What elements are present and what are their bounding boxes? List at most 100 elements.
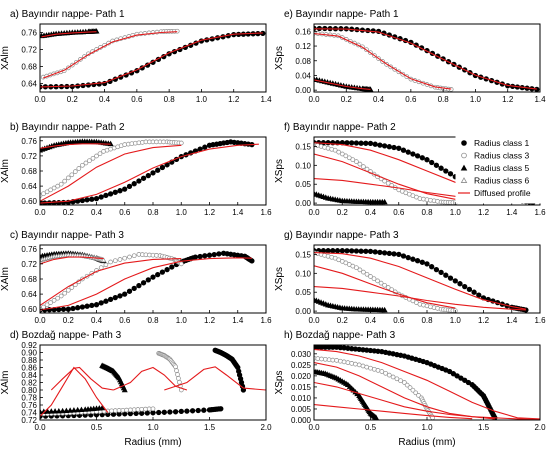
data-point [58, 181, 64, 187]
legend-label: Radius class 6 [474, 176, 530, 186]
data-point [174, 28, 180, 34]
x-tick-label: 1.4 [232, 316, 244, 325]
y-tick-label: 0.76 [21, 137, 37, 146]
data-point [103, 192, 109, 199]
data-point [361, 269, 366, 275]
diffused-profile-line [314, 79, 371, 90]
data-point [156, 409, 162, 416]
data-point [127, 254, 132, 260]
data-point [167, 409, 173, 415]
data-point [407, 385, 413, 390]
data-point [334, 248, 341, 254]
series-radius-class-3 [314, 250, 458, 313]
data-point [424, 157, 430, 163]
data-point [381, 198, 388, 205]
x-tick-label: 2.0 [534, 423, 546, 432]
data-point [176, 376, 181, 381]
series-radius-class-5 [40, 404, 106, 415]
data-point [378, 280, 384, 286]
y-axis-label: XSps [274, 371, 285, 395]
x-tick-label: 1.2 [478, 208, 490, 217]
x-tick-label: 0.6 [393, 316, 405, 325]
x-tick-label: 1.0 [450, 208, 462, 217]
data-point [438, 165, 444, 171]
data-point [394, 376, 400, 382]
data-point [70, 407, 77, 413]
data-point [117, 257, 123, 262]
x-tick-label: 1.6 [534, 208, 546, 217]
y-tick-label: 0.72 [21, 260, 37, 269]
data-point [48, 300, 53, 305]
x-tick-label: 2.0 [260, 423, 272, 432]
data-point [375, 278, 380, 284]
data-point [135, 407, 141, 412]
series-diffused-profile [40, 32, 263, 88]
data-point [372, 249, 378, 255]
data-point [471, 289, 477, 295]
data-point [96, 81, 102, 87]
data-point [79, 197, 86, 204]
x-tick-label: 0.8 [421, 316, 433, 325]
legend-item: Radius class 1 [461, 138, 530, 148]
panel-b: b) Bayındır nappe- Path 2 0.0 0.2 0.4 0.6 0.8… [0, 122, 272, 217]
data-point [396, 145, 402, 151]
data-point [121, 386, 128, 393]
data-point [452, 278, 458, 284]
data-point [175, 372, 180, 377]
legend-label: Radius class 3 [474, 151, 530, 161]
diffused-profile-line [40, 32, 263, 88]
panel-title: c) Bayındır nappe- Path 3 [10, 230, 124, 241]
data-point [391, 144, 397, 151]
data-point [65, 175, 71, 181]
data-point [189, 408, 196, 414]
y-tick-label: 0.64 [21, 80, 37, 89]
y-tick-label: 0.015 [291, 383, 312, 392]
y-tick-label: 0.05 [295, 288, 311, 297]
data-point [353, 361, 358, 367]
y-tick-label: 0.10 [295, 269, 311, 278]
data-point [192, 254, 199, 260]
plot-area [314, 345, 540, 420]
data-point [98, 300, 104, 306]
data-point [447, 171, 454, 177]
data-point [443, 272, 449, 278]
y-tick-label: 0.84 [21, 371, 37, 380]
data-point [124, 407, 129, 413]
data-point [67, 407, 74, 413]
x-tick-label: 0.4 [99, 95, 111, 104]
data-point [363, 248, 369, 254]
data-point [416, 393, 421, 398]
data-point [112, 294, 118, 301]
panel-g: g) Bayındır nappe- Path 3 0.0 0.2 0.4 0.6 0.8… [274, 230, 546, 325]
panel-title: d) Bozdağ nappe- Path 3 [10, 330, 122, 341]
y-tick-label: 0.60 [21, 305, 37, 314]
y-tick-label: 0.05 [295, 180, 311, 189]
x-tick-label: 0.2 [63, 316, 75, 325]
series-diffused-profile [50, 366, 114, 391]
series-diffused-profile [314, 381, 540, 420]
data-point [62, 178, 68, 184]
data-point [128, 407, 133, 413]
x-tick-label: 0.2 [63, 208, 75, 217]
diffused-profile-line [314, 153, 456, 200]
data-point [413, 390, 419, 396]
data-point [386, 372, 392, 378]
diffused-profile-line [41, 31, 97, 38]
x-tick-label: 1.6 [260, 316, 272, 325]
x-tick-label: 0.4 [365, 208, 377, 217]
series-radius-class-1 [212, 347, 247, 393]
data-point [249, 258, 255, 264]
data-point [55, 183, 61, 189]
data-point [357, 161, 363, 167]
data-point [93, 302, 100, 308]
x-tick-label: 0.8 [164, 95, 176, 104]
data-point [448, 87, 454, 92]
diffused-profile-line [40, 143, 259, 204]
x-tick-label: 0.6 [119, 208, 131, 217]
data-point [133, 410, 139, 417]
y-tick-label: 0.00 [295, 86, 311, 95]
data-point [216, 251, 222, 257]
data-point [354, 159, 359, 164]
series-radius-class-1 [40, 30, 266, 90]
data-point [78, 406, 85, 413]
